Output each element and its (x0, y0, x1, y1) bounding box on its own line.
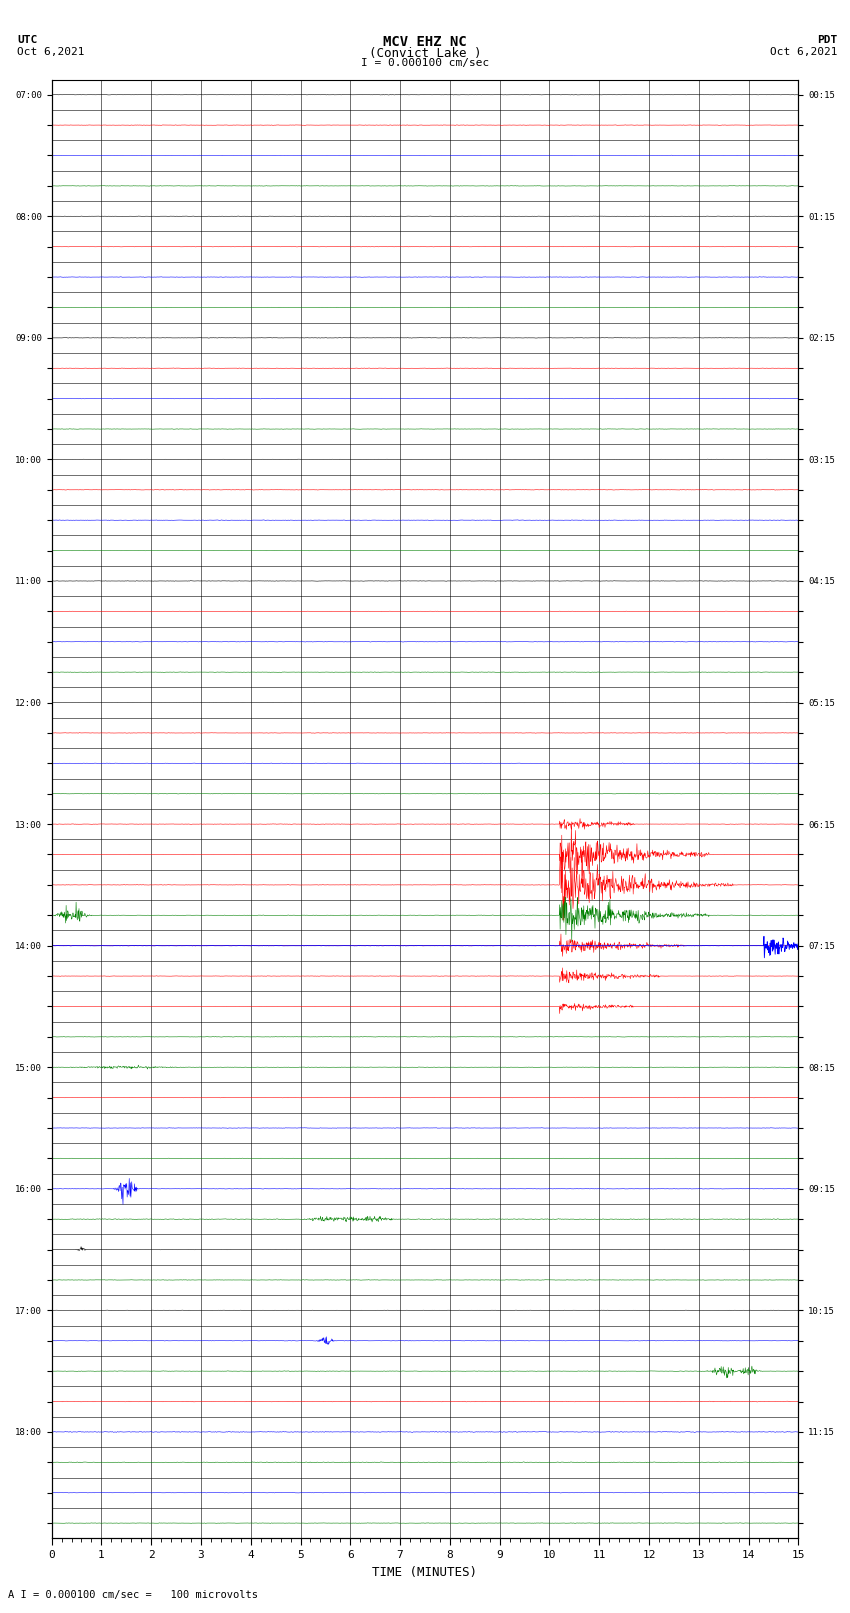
Text: Oct 6,2021: Oct 6,2021 (770, 47, 837, 56)
Text: MCV EHZ NC: MCV EHZ NC (383, 35, 467, 50)
Text: I = 0.000100 cm/sec: I = 0.000100 cm/sec (361, 58, 489, 68)
Text: A I = 0.000100 cm/sec =   100 microvolts: A I = 0.000100 cm/sec = 100 microvolts (8, 1590, 258, 1600)
Text: Oct 6,2021: Oct 6,2021 (17, 47, 84, 56)
Text: PDT: PDT (817, 35, 837, 45)
Text: UTC: UTC (17, 35, 37, 45)
X-axis label: TIME (MINUTES): TIME (MINUTES) (372, 1566, 478, 1579)
Text: (Convict Lake ): (Convict Lake ) (369, 47, 481, 60)
